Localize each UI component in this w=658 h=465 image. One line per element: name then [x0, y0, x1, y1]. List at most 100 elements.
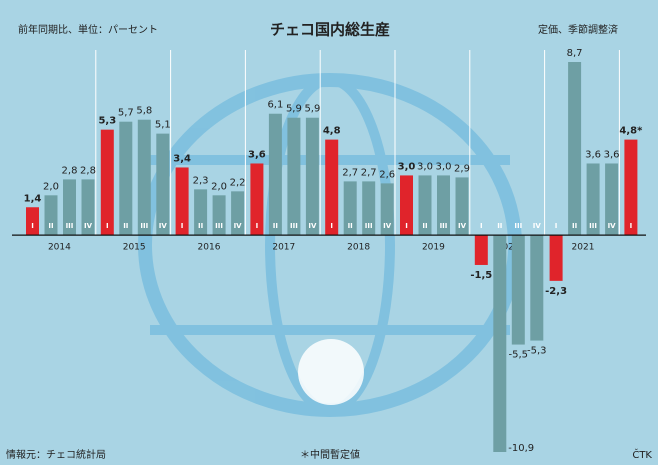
quarter-label: III [440, 222, 448, 230]
value-label: 2,9 [454, 163, 470, 174]
quarter-label: I [256, 222, 259, 230]
year-label: 2015 [123, 243, 146, 253]
quarter-label: III [365, 222, 373, 230]
bar [100, 129, 114, 236]
globe-meridian [265, 75, 395, 415]
bar [231, 191, 245, 236]
year-label: 2016 [198, 243, 221, 253]
value-label: -2,3 [545, 286, 567, 297]
value-label: 2,0 [211, 181, 227, 192]
value-label: 3,6 [604, 149, 620, 160]
bar [325, 139, 339, 236]
value-label: 5,1 [155, 120, 171, 131]
value-label: 2,0 [43, 181, 59, 192]
bar [343, 181, 357, 236]
bar [81, 179, 95, 236]
quarter-label: II [497, 222, 502, 230]
bar [380, 183, 394, 236]
value-label: 2,8 [80, 165, 96, 176]
value-label: 3,0 [436, 161, 452, 172]
year-label: 2021 [572, 243, 595, 253]
value-label: 2,7 [361, 167, 377, 178]
logo [298, 339, 364, 405]
value-label: 1,4 [24, 193, 42, 204]
bar [455, 177, 469, 236]
quarter-label: III [589, 222, 597, 230]
year-label: 2020 [497, 243, 520, 253]
quarter-label: II [273, 222, 278, 230]
quarter-label: I [181, 222, 184, 230]
bar [26, 207, 39, 236]
source: 情報元：チェコ統計局 [6, 448, 106, 461]
value-label: -10,9 [508, 443, 534, 454]
quarter-label: III [140, 222, 148, 230]
quarter-label: IV [383, 222, 392, 230]
quarter-label: I [405, 222, 408, 230]
bar [418, 175, 432, 236]
quarter-label: IV [533, 222, 542, 230]
year-label: 2018 [347, 243, 370, 253]
bar [156, 133, 170, 236]
quarter-label: I [480, 222, 483, 230]
value-label: -5,5 [509, 350, 529, 361]
bar [287, 117, 301, 236]
bar [530, 235, 544, 341]
value-label: 5,9 [286, 104, 302, 115]
footnote: ＊中間暫定値 [300, 448, 360, 461]
value-label: 3,0 [398, 161, 416, 172]
quarter-label: II [123, 222, 128, 230]
bar [474, 235, 488, 265]
bar [568, 62, 582, 236]
year-label: 2014 [48, 243, 71, 253]
quarter-label: I [630, 222, 633, 230]
quarter-label: I [555, 222, 558, 230]
subtitle-left: 前年同期比、単位：パーセント [18, 23, 158, 36]
value-label: 3,6 [248, 149, 266, 160]
value-label: 6,1 [267, 100, 283, 111]
value-label: 3,0 [417, 161, 433, 172]
value-label: -1,5 [470, 270, 492, 281]
value-label: 5,8 [136, 106, 152, 117]
value-label: 3,6 [585, 149, 601, 160]
bar [212, 195, 226, 236]
bar [63, 179, 76, 236]
quarter-label: IV [458, 222, 467, 230]
quarter-label: IV [608, 222, 617, 230]
quarter-label: IV [159, 222, 168, 230]
bar [624, 139, 638, 236]
bar [305, 117, 319, 236]
bar [549, 235, 563, 281]
year-label: 2017 [272, 243, 295, 253]
bar [586, 163, 600, 236]
quarter-label: I [31, 222, 34, 230]
bar [437, 175, 450, 236]
bar [137, 119, 151, 236]
bar [44, 195, 58, 236]
subtitle-right: 定価、季節調整済 [538, 23, 618, 36]
credit: ČTK [632, 448, 652, 461]
value-label: 2,8 [62, 165, 78, 176]
value-label: 4,8 [323, 126, 341, 137]
quarter-label: III [66, 222, 74, 230]
bar [605, 163, 619, 236]
value-label: 5,9 [304, 104, 320, 115]
quarter-label: II [348, 222, 353, 230]
chart-title: チェコ国内総生産 [270, 21, 390, 39]
value-label: 4,8* [619, 126, 643, 137]
quarter-label: II [48, 222, 53, 230]
bar [400, 175, 413, 236]
value-label: 2,6 [379, 169, 395, 180]
value-label: 2,3 [193, 175, 209, 186]
year-label: 2019 [422, 243, 445, 253]
value-label: 5,3 [98, 116, 116, 127]
quarter-label: IV [84, 222, 93, 230]
quarter-label: III [290, 222, 298, 230]
value-label: 2,7 [342, 167, 358, 178]
quarter-label: III [215, 222, 223, 230]
value-label: 3,4 [173, 153, 191, 164]
quarter-label: III [514, 222, 522, 230]
bar [493, 235, 507, 452]
bar [194, 189, 208, 236]
quarter-label: I [330, 222, 333, 230]
